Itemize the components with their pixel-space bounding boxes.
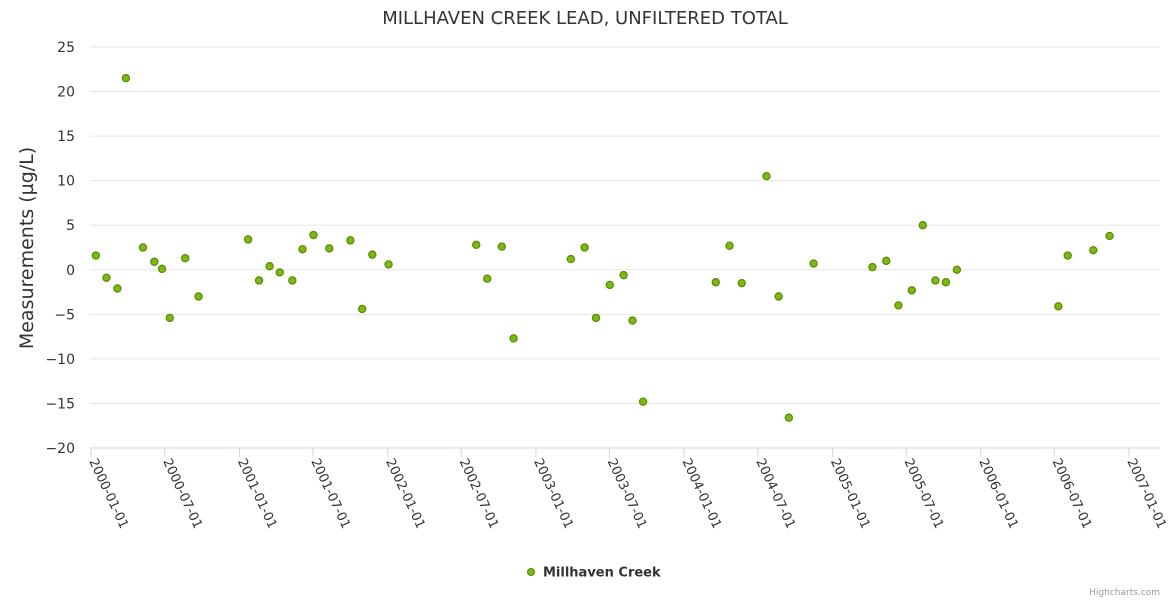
y-tick-label: −20	[45, 441, 75, 457]
data-point[interactable]	[346, 236, 355, 245]
data-point[interactable]	[1089, 245, 1098, 255]
data-point[interactable]	[472, 240, 481, 250]
data-point[interactable]	[194, 292, 203, 301]
data-point[interactable]	[605, 280, 614, 290]
y-tick-label: 20	[57, 85, 75, 101]
data-point[interactable]	[931, 276, 940, 285]
data-point[interactable]	[483, 274, 492, 283]
data-point[interactable]	[265, 262, 274, 271]
y-tick-label: 10	[57, 174, 75, 190]
data-point[interactable]	[918, 221, 927, 230]
y-axis-title: Measurements (µg/L)	[16, 147, 38, 349]
data-point[interactable]	[165, 313, 174, 323]
data-point[interactable]	[243, 235, 253, 244]
legend[interactable]: Millhaven Creek	[527, 566, 661, 581]
data-point[interactable]	[138, 243, 148, 252]
data-point[interactable]	[941, 278, 951, 287]
y-tick-label: −10	[45, 352, 75, 368]
data-point[interactable]	[619, 270, 628, 280]
data-point[interactable]	[907, 286, 917, 295]
data-point[interactable]	[157, 264, 167, 274]
data-point[interactable]	[711, 278, 720, 287]
data-point[interactable]	[580, 243, 589, 252]
data-point[interactable]	[298, 245, 307, 254]
data-point[interactable]	[325, 244, 334, 253]
data-point[interactable]	[275, 268, 284, 277]
data-point[interactable]	[882, 256, 891, 266]
data-point[interactable]	[384, 260, 393, 269]
data-point[interactable]	[113, 284, 122, 293]
data-point[interactable]	[121, 73, 131, 83]
data-point[interactable]	[497, 242, 507, 251]
data-point[interactable]	[1063, 251, 1072, 260]
data-point[interactable]	[91, 251, 101, 260]
data-point[interactable]	[368, 250, 377, 259]
data-point[interactable]	[737, 278, 746, 288]
data-point[interactable]	[868, 262, 877, 272]
data-point[interactable]	[952, 265, 962, 274]
data-point[interactable]	[566, 254, 576, 264]
y-tick-label: −15	[45, 396, 75, 412]
credits-link[interactable]: Highcharts.com	[1089, 588, 1160, 598]
data-point[interactable]	[180, 253, 190, 263]
data-point[interactable]	[309, 230, 318, 240]
data-point[interactable]	[1105, 231, 1114, 241]
data-point[interactable]	[288, 276, 297, 285]
data-point[interactable]	[762, 172, 771, 181]
y-tick-label: 15	[57, 129, 75, 145]
data-point[interactable]	[254, 276, 264, 285]
y-tick-label: 0	[66, 263, 75, 279]
data-point[interactable]	[774, 292, 783, 301]
data-point[interactable]	[638, 397, 648, 406]
data-point[interactable]	[725, 241, 734, 250]
chart-title: MILLHAVEN CREEK LEAD, UNFILTERED TOTAL	[382, 8, 788, 29]
y-axis-ticks: 25 20 15 10 5 0 −5 −10 −15 −20	[45, 40, 75, 457]
y-tick-label: −5	[54, 307, 75, 323]
series-millhaven-creek[interactable]	[91, 73, 1170, 422]
data-point[interactable]	[509, 334, 518, 343]
data-point[interactable]	[894, 301, 903, 310]
legend-marker[interactable]	[527, 568, 535, 576]
data-point[interactable]	[150, 257, 159, 266]
y-tick-label: 25	[57, 40, 75, 56]
data-point[interactable]	[591, 313, 601, 323]
data-point[interactable]	[784, 413, 794, 422]
data-point[interactable]	[628, 316, 637, 325]
y-tick-label: 5	[66, 218, 75, 234]
data-point[interactable]	[357, 304, 367, 314]
data-point[interactable]	[102, 273, 111, 282]
data-point[interactable]	[809, 259, 818, 268]
legend-item-millhaven-creek[interactable]: Millhaven Creek	[543, 566, 661, 581]
data-point[interactable]	[1054, 302, 1063, 311]
